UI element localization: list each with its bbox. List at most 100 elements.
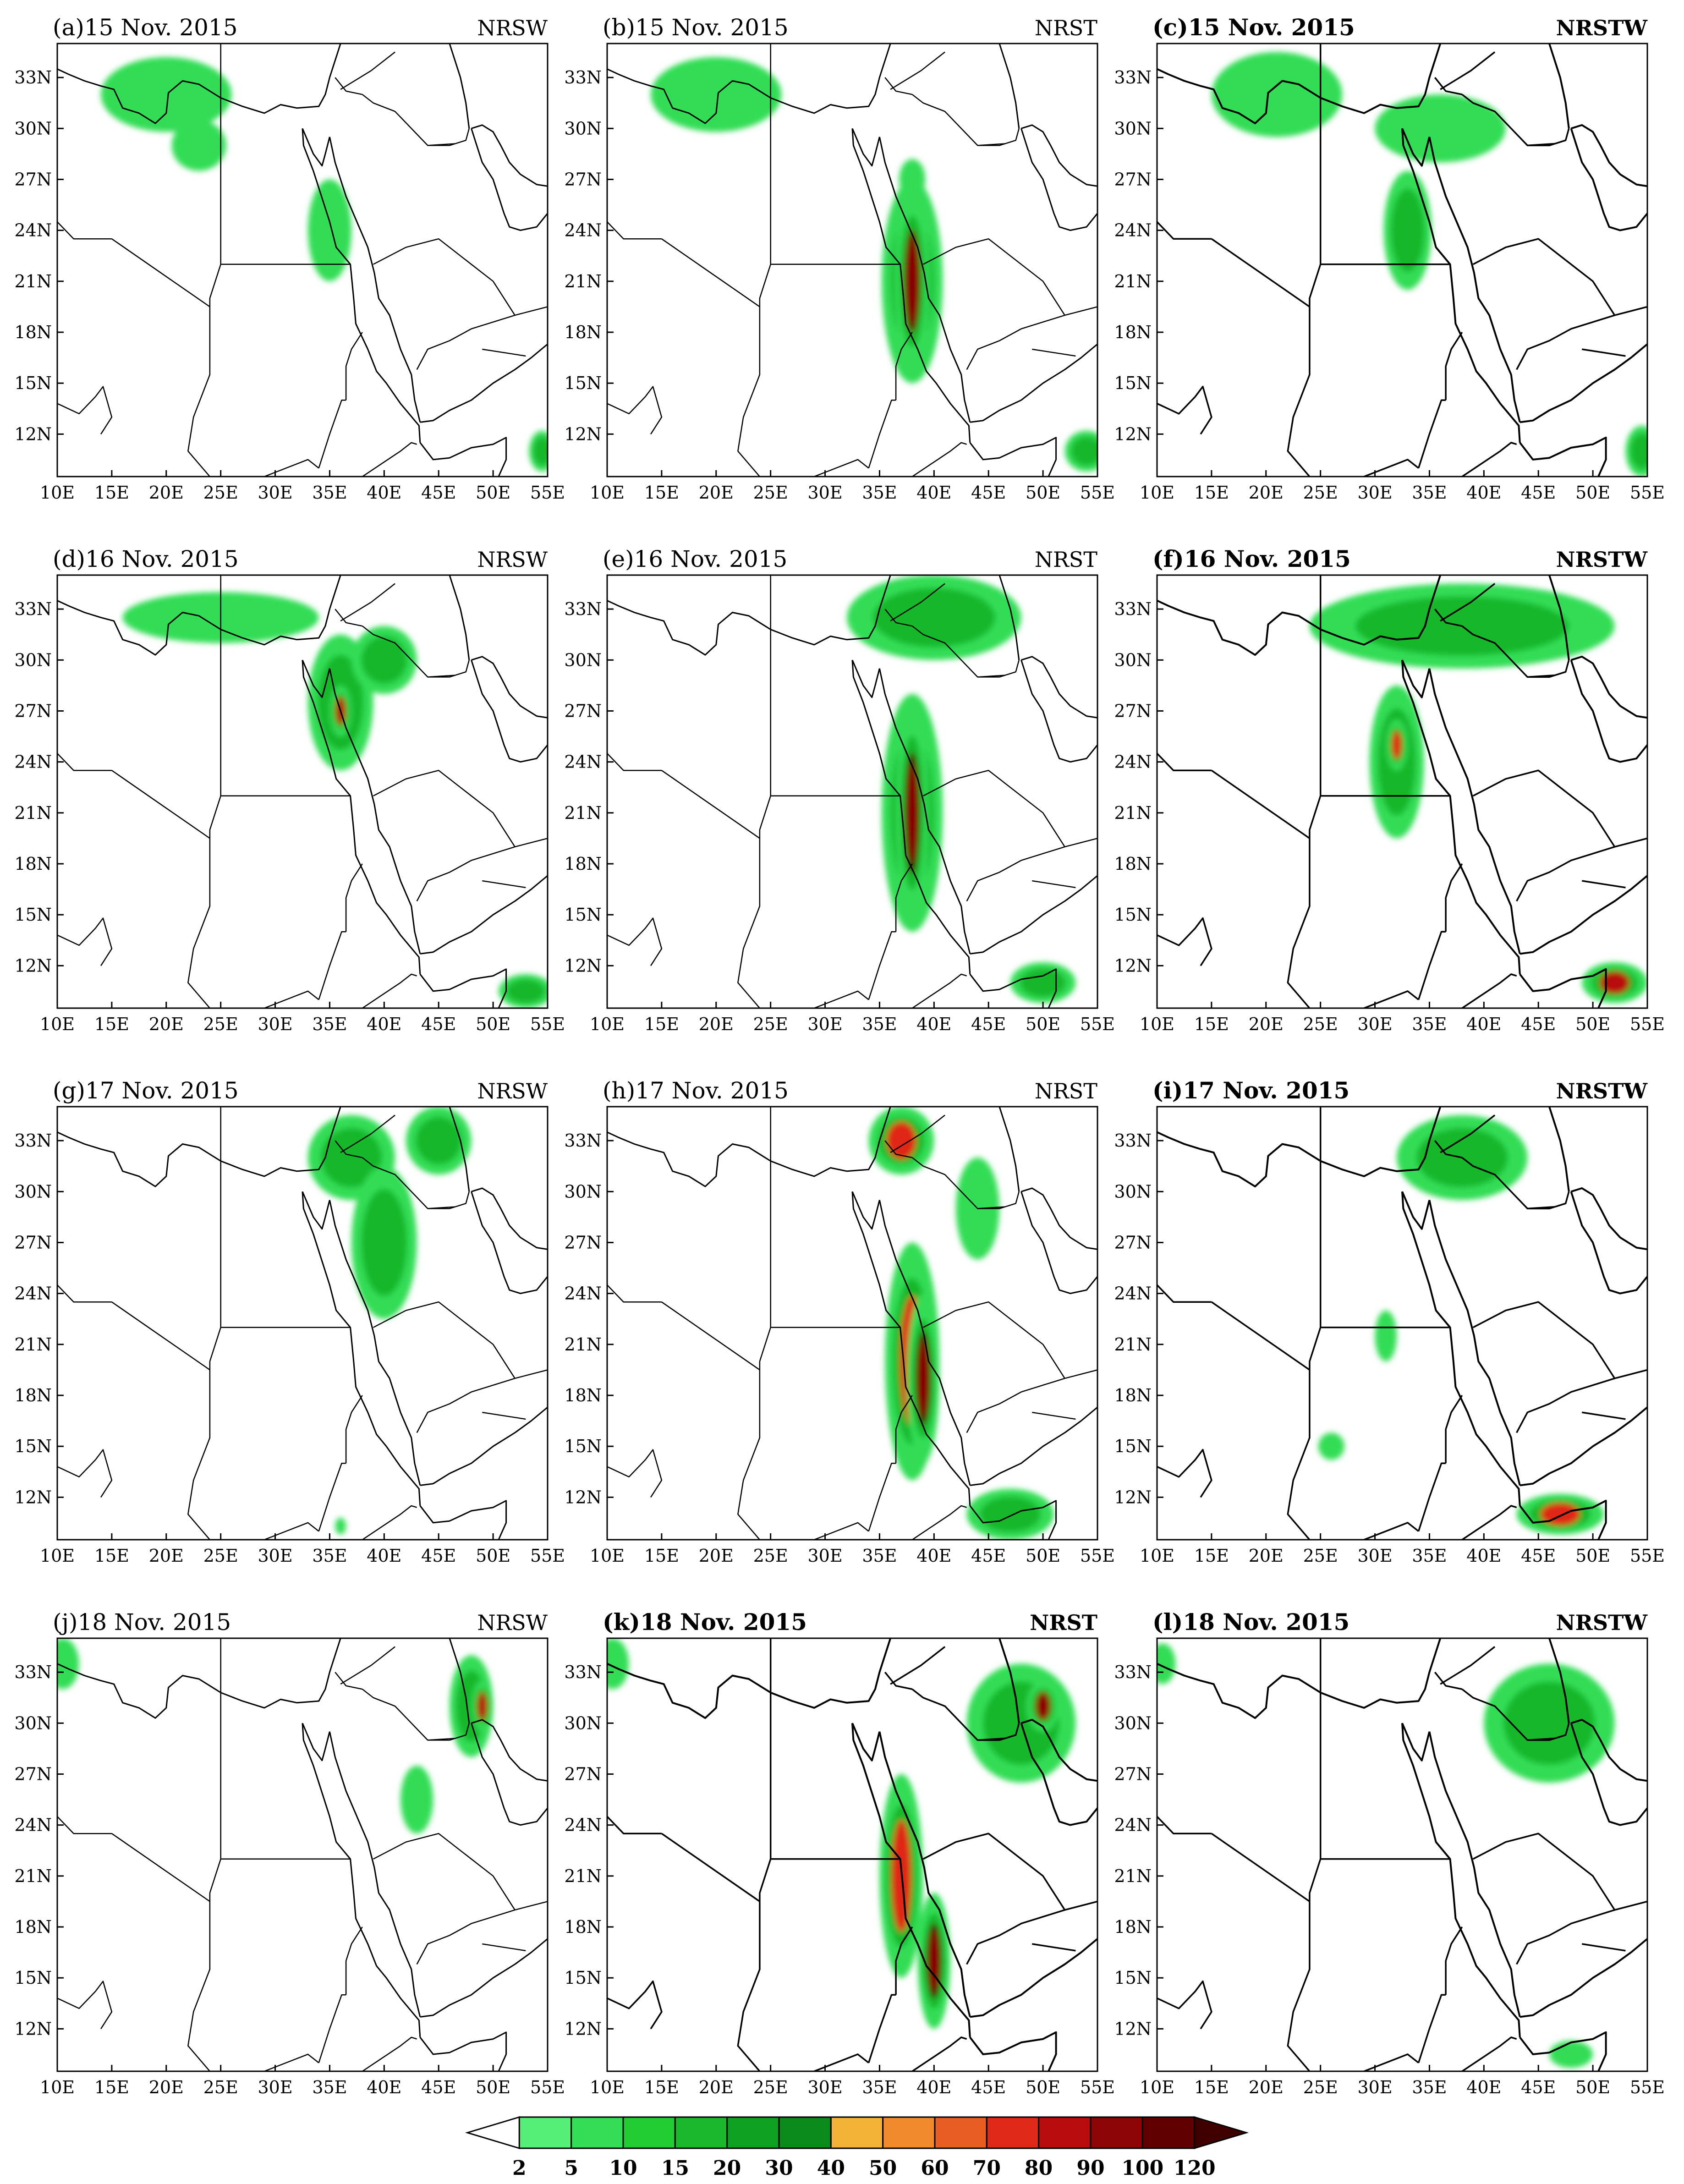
country-border — [1211, 769, 1310, 839]
country-border — [1434, 609, 1463, 627]
lon-tick-label: 30E — [258, 483, 293, 503]
lat-tick-label: 15N — [1114, 1968, 1152, 1988]
lon-tick-label: 40E — [916, 1014, 951, 1034]
colorbar-label: 90 — [1076, 2157, 1104, 2180]
lon-tick-label: 55E — [1080, 2077, 1115, 2097]
lat-tick-label: 27N — [564, 169, 602, 189]
country-border — [362, 973, 417, 1008]
map-panel: 10E 15E 20E 25E 30E 35E 40E 45E 50E 55E 33N 30N 27N 2… — [14, 1609, 565, 2097]
country-border — [1364, 459, 1419, 477]
colorbar-triangle — [1194, 2116, 1249, 2150]
coastline — [998, 1638, 1020, 1723]
lon-tick-label: 20E — [149, 1546, 184, 1566]
country-border — [340, 583, 395, 622]
lat-tick-label: 24N — [564, 1815, 602, 1835]
lon-tick-label: 25E — [203, 1014, 238, 1034]
lon-tick-label: 10E — [40, 483, 75, 503]
country-border — [1211, 238, 1310, 307]
map-frame — [56, 1637, 549, 2072]
lat-tick-label: 27N — [1114, 701, 1152, 721]
lon-tick-label: 25E — [203, 2077, 238, 2097]
lat-tick-label: 15N — [564, 905, 602, 925]
lon-tick-label: 45E — [421, 1014, 456, 1034]
lat-tick-label: 12N — [564, 2019, 602, 2039]
country-border — [1032, 1943, 1076, 1952]
country-border — [345, 332, 363, 401]
country-border — [1032, 880, 1076, 889]
lat-tick-label: 21N — [1114, 1866, 1152, 1886]
country-border — [1461, 1157, 1555, 1210]
country-border — [362, 1505, 417, 1540]
coastline — [449, 1107, 470, 1192]
country-border — [1461, 625, 1555, 678]
country-border — [977, 128, 1020, 146]
coastline — [1401, 1723, 1521, 2038]
lat-tick-label: 21N — [14, 1866, 52, 1886]
lon-tick-label: 15E — [1194, 1546, 1229, 1566]
lon-tick-label: 50E — [1575, 1546, 1610, 1566]
country-border — [966, 846, 1065, 902]
country-border — [868, 931, 896, 1000]
country-border — [1440, 583, 1496, 622]
lon-tick-label: 15E — [644, 1546, 679, 1566]
lon-tick-label: 25E — [203, 483, 238, 503]
lat-tick-label: 12N — [1114, 2019, 1152, 2039]
country-border — [1461, 93, 1555, 147]
precip-cell — [533, 437, 548, 466]
country-border — [187, 1901, 211, 2071]
coastline — [1157, 1638, 1442, 1719]
country-border — [428, 128, 470, 146]
lat-tick-label: 18N — [1114, 854, 1152, 874]
coastline — [1571, 1718, 1647, 1782]
country-border — [187, 838, 211, 1008]
precip-cell — [101, 57, 232, 132]
coastline — [449, 575, 470, 660]
country-border — [890, 1114, 945, 1153]
lat-tick-label: 21N — [1114, 271, 1152, 291]
country-border — [1516, 1909, 1615, 1965]
coastline — [471, 128, 548, 231]
coastline — [471, 1191, 548, 1295]
lon-tick-label: 30E — [808, 1014, 843, 1034]
country-border — [814, 2053, 869, 2071]
precip-cell — [907, 763, 917, 863]
country-border — [1434, 1672, 1463, 1690]
lat-tick-label: 21N — [1114, 1334, 1152, 1355]
lat-tick-label: 15N — [14, 1968, 52, 1988]
precip-cell — [1391, 188, 1425, 272]
lat-tick-label: 27N — [1114, 169, 1152, 189]
country-border — [923, 769, 1097, 848]
coastline — [969, 1500, 1057, 1540]
coastline — [329, 137, 421, 423]
lat-tick-label: 27N — [1114, 1232, 1152, 1252]
lon-tick-label: 45E — [971, 1014, 1006, 1034]
country-border — [884, 1672, 913, 1690]
lat-tick-label: 33N — [1114, 1130, 1152, 1151]
precip-cell — [416, 1117, 462, 1164]
country-border — [1418, 931, 1446, 1000]
coastline — [302, 660, 421, 974]
country-border — [607, 917, 663, 966]
coastline — [878, 1200, 971, 1486]
lat-tick-label: 12N — [564, 424, 602, 444]
coastline — [471, 124, 548, 187]
country-border — [1309, 1638, 1322, 1902]
lon-tick-label: 45E — [1521, 483, 1556, 503]
country-border — [912, 442, 967, 477]
lon-tick-label: 25E — [1303, 2077, 1338, 2097]
country-border — [966, 1909, 1065, 1965]
experiment-label: NRST — [1035, 16, 1097, 40]
country-border — [912, 626, 1005, 678]
lat-tick-label: 12N — [14, 1487, 52, 1507]
lon-tick-label: 30E — [1358, 483, 1393, 503]
country-border — [57, 1284, 112, 1303]
precip-cell — [1375, 94, 1506, 163]
coastline — [878, 668, 971, 954]
map-frame — [606, 1106, 1098, 1541]
coastline — [878, 1731, 971, 2017]
map-panel: 10E 15E 20E 25E 30E 35E 40E 45E 50E 55E 33N 30N 27N 2… — [564, 14, 1115, 503]
lat-tick-label: 33N — [564, 1662, 602, 1682]
coastline — [1020, 128, 1097, 231]
precip-cell — [506, 979, 545, 1003]
colorbar-label: 5 — [564, 2157, 578, 2180]
